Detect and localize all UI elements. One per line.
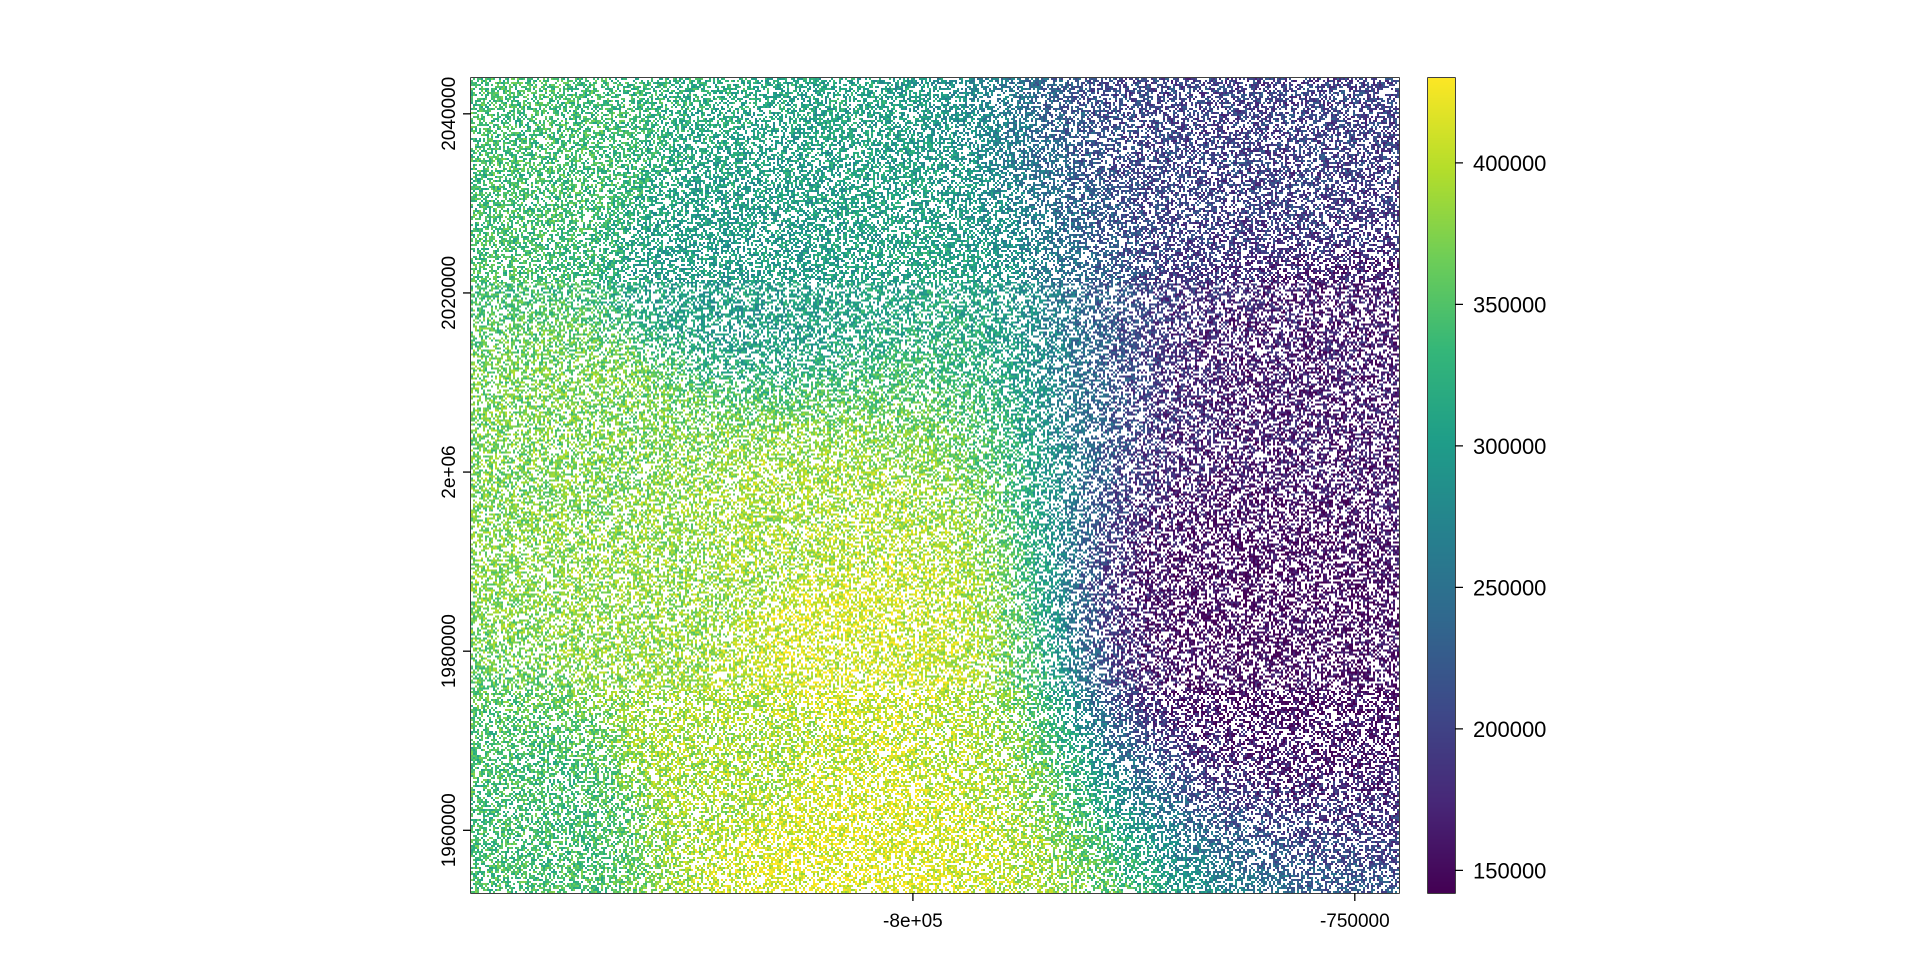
- y-tick-label: 1960000: [439, 793, 460, 867]
- y-axis: 1960000 1980000 2e+06 2020000 2040000: [439, 77, 471, 867]
- colorbar-tick-label: 400000: [1473, 151, 1546, 176]
- colorbar-tick-label: 350000: [1473, 292, 1546, 317]
- heatmap-raster: [471, 78, 1399, 893]
- colorbar-tick-label: 150000: [1473, 858, 1546, 883]
- colorbar-tick-label: 300000: [1473, 434, 1546, 459]
- y-tick-label: 2020000: [439, 256, 460, 330]
- x-tick-label: -750000: [1320, 911, 1390, 932]
- y-tick-label: 2040000: [439, 77, 460, 151]
- x-tick-label: -8e+05: [883, 911, 943, 932]
- y-tick-label: 1980000: [439, 614, 460, 688]
- colorbar-tick-label: 250000: [1473, 575, 1546, 600]
- y-tick-label: 2e+06: [439, 445, 460, 498]
- colorbar-tick-label: 200000: [1473, 717, 1546, 742]
- colorbar-gradient: [1428, 78, 1455, 893]
- x-axis: -8e+05 -750000: [883, 893, 1390, 932]
